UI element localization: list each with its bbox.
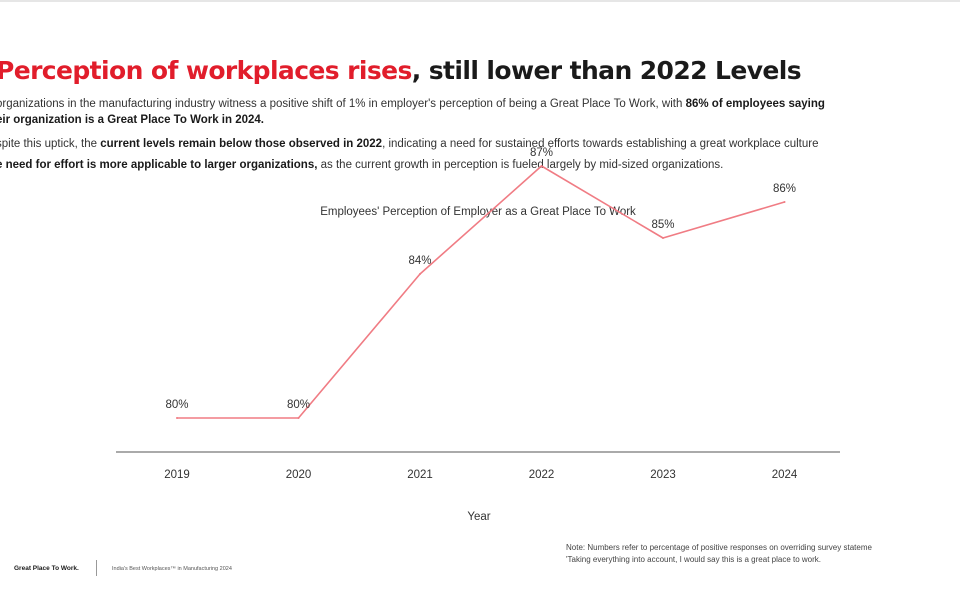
body-line-2: eir organization is a Great Place To Wor… <box>0 114 264 126</box>
data-label: 85% <box>651 219 674 231</box>
x-tick-label: 2024 <box>772 469 798 481</box>
x-tick-label: 2021 <box>407 469 433 481</box>
body-line-4-text: as the current growth in perception is f… <box>317 159 724 171</box>
data-point <box>662 237 664 239</box>
data-point <box>176 417 178 419</box>
footer-divider <box>96 560 97 576</box>
body-line-3-text: spite this uptick, the <box>0 138 101 150</box>
data-label: 84% <box>408 255 431 267</box>
data-point <box>783 201 786 203</box>
data-point <box>419 273 421 275</box>
body-line-4: e need for effort is more applicable to … <box>0 159 723 171</box>
body-line-4-bold: e need for effort is more applicable to … <box>0 159 318 171</box>
page-title-accent: Perception of workplaces rises <box>0 56 412 85</box>
body-line-2-bold: eir organization is a Great Place To Wor… <box>0 114 264 126</box>
body-line-3: spite this uptick, the current levels re… <box>0 138 818 150</box>
x-tick-label: 2023 <box>650 469 676 481</box>
body-line-1: organizations in the manufacturing indus… <box>0 98 825 110</box>
footnote-line-2: 'Taking everything into account, I would… <box>566 555 821 564</box>
page-title-rest: , still lower than 2022 Levels <box>411 56 802 85</box>
data-label: 87% <box>530 147 553 159</box>
x-tick-label: 2020 <box>286 469 312 481</box>
page-title: Perception of workplaces rises, still lo… <box>0 56 802 85</box>
footnote: Note: Numbers refer to percentage of pos… <box>566 542 872 566</box>
data-label: 86% <box>773 183 796 195</box>
body-line-1-text: organizations in the manufacturing indus… <box>0 98 686 110</box>
body-line-1-bold: 86% of employees saying <box>685 98 825 110</box>
data-label: 80% <box>287 399 310 411</box>
series-line <box>177 165 785 419</box>
body-line-3-bold: current levels remain below those observ… <box>100 138 383 150</box>
top-border <box>0 0 960 2</box>
data-point <box>297 417 300 419</box>
x-tick-label: 2022 <box>529 469 555 481</box>
footer-caption: India's Best Workplaces™ in Manufacturin… <box>112 566 232 572</box>
chart-title: Employees' Perception of Employer as a G… <box>320 206 636 218</box>
footer-brand-logo: Great Place To Work. <box>14 565 79 572</box>
data-point <box>540 165 543 167</box>
data-label: 80% <box>165 399 188 411</box>
body-line-3-text-end: , indicating a need for sustained effort… <box>382 138 819 150</box>
x-tick-label: 2019 <box>164 469 190 481</box>
footnote-line-1: Note: Numbers refer to percentage of pos… <box>566 543 872 552</box>
x-axis-title: Year <box>467 511 491 523</box>
